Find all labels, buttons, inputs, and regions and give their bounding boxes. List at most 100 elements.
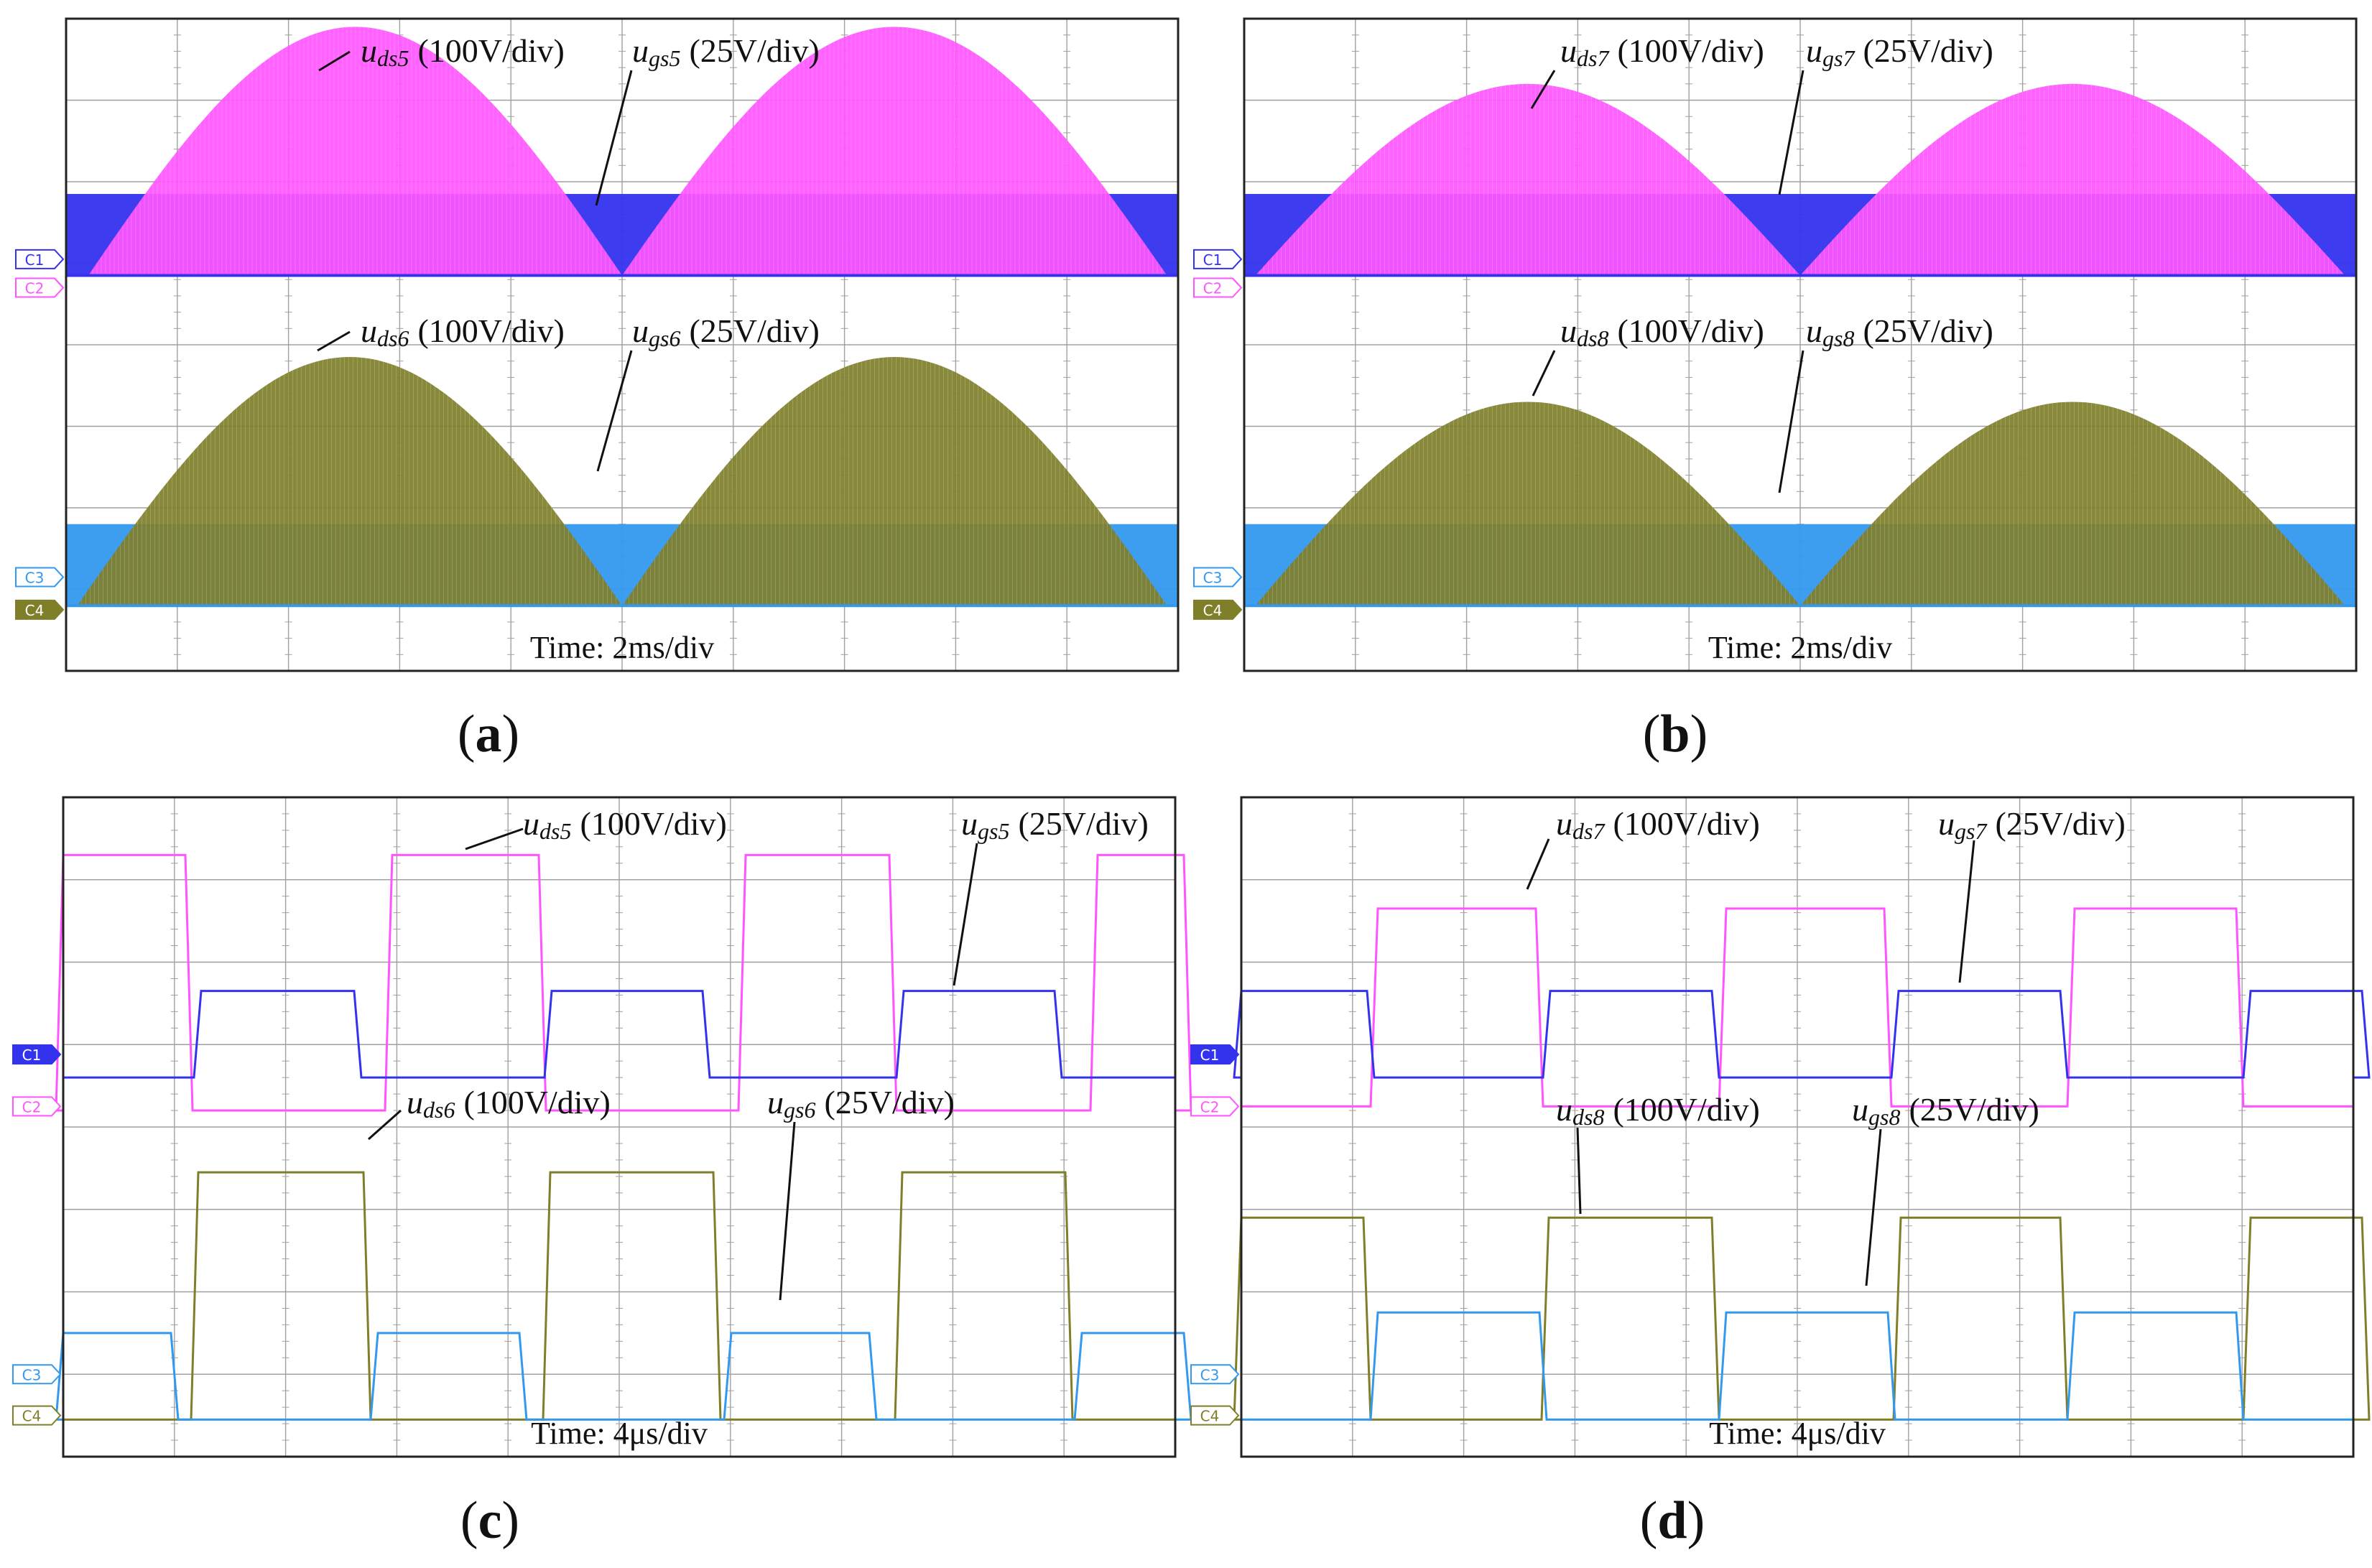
oscilloscope-panel-a: uds5 (100V/div) ugs5 (25V/div) uds6 (100V/div… (15, 17, 1180, 672)
svg-text:ugs7(25V/div): ugs7 (25V/div) (1806, 32, 1993, 71)
c4-envelope-1 (77, 357, 623, 606)
channel-tag-c4: C4 (15, 599, 65, 620)
svg-text:C1: C1 (22, 1047, 42, 1064)
c4-envelope-2 (622, 357, 1167, 606)
label-ds5-leader (318, 50, 351, 72)
svg-text:uds7(100V/div): uds7 (100V/div) (1560, 32, 1764, 71)
c4-pulse-trace (63, 1171, 1175, 1421)
label-ds6: uds6 (100V/div) (361, 312, 565, 351)
c1-pulse-trace (63, 990, 1175, 1079)
channel-tag-c1: C1 (15, 249, 65, 269)
channel-tag-c2: C2 (1193, 277, 1243, 298)
svg-text:ugs6(25V/div): ugs6 (25V/div) (632, 312, 820, 351)
svg-text:ugs8(25V/div): ugs8 (25V/div) (1852, 1091, 2039, 1130)
c2-envelope-1 (1255, 83, 1800, 276)
channel-tag-c4: C4 (1193, 599, 1243, 620)
label-ds5-leader (465, 827, 524, 850)
c2-envelope-2 (1800, 83, 2345, 276)
svg-text:ugs6(25V/div): ugs6 (25V/div) (767, 1084, 955, 1123)
label-gs5: ugs5 (25V/div) (632, 32, 820, 71)
svg-text:C3: C3 (1203, 569, 1223, 586)
c4-envelope-1 (1255, 402, 1800, 606)
svg-text:uds8(100V/div): uds8 (100V/div) (1556, 1091, 1760, 1130)
label-ds7: uds7 (100V/div) (1560, 32, 1764, 71)
channel-tag-c2: C2 (1190, 1096, 1240, 1117)
svg-text:C3: C3 (1200, 1366, 1220, 1383)
label-gs8-leader (1865, 1128, 1882, 1286)
c4-pulse-trace (1233, 1216, 2371, 1421)
grid-d (1241, 797, 2353, 1457)
label-gs7: ugs7 (25V/div) (1806, 32, 1993, 71)
label-gs5-leader (595, 70, 633, 206)
time-base-label: Time: 4μs/div (531, 1416, 708, 1451)
c3-pulse-trace (55, 1332, 1192, 1421)
channel-tag-c4: C4 (1190, 1405, 1240, 1426)
c2-pwm-texture (92, 27, 1167, 276)
svg-text:C3: C3 (22, 1366, 42, 1383)
channel-tag-c2: C2 (15, 277, 65, 298)
label-ds7: uds7 (100V/div) (1556, 805, 1760, 844)
svg-text:C2: C2 (1200, 1098, 1220, 1115)
channel-tag-c3: C3 (12, 1364, 62, 1385)
label-ds7-leader (1530, 70, 1556, 109)
label-gs7-leader (1778, 70, 1805, 195)
label-gs8-leader (1778, 350, 1805, 493)
svg-text:C4: C4 (1200, 1408, 1220, 1425)
label-gs6: ugs6 (25V/div) (767, 1084, 955, 1123)
label-ds6-leader (317, 330, 351, 352)
c2-pwm-texture (1259, 83, 2342, 276)
c2-pulse-trace (55, 853, 1192, 1112)
label-ds6-leader (368, 1109, 402, 1141)
panel-label-b: (b) (1642, 705, 1708, 764)
label-gs5: ugs5 (25V/div) (961, 805, 1149, 844)
label-ds5: uds5 (100V/div) (361, 32, 565, 71)
oscilloscope-panel-b: uds7 (100V/div) ugs7 (25V/div) uds8 (100V/div… (1193, 17, 2358, 672)
channel-tag-c1: C1 (12, 1044, 62, 1065)
label-gs7: ugs7 (25V/div) (1938, 805, 2126, 844)
c4-envelope-2 (1800, 402, 2345, 606)
label-gs6-leader (779, 1121, 796, 1301)
svg-text:ugs5(25V/div): ugs5 (25V/div) (961, 805, 1149, 844)
svg-text:C1: C1 (25, 251, 45, 269)
label-gs6-leader (596, 350, 633, 472)
svg-text:C1: C1 (1200, 1047, 1220, 1064)
c2-pulse-trace (1241, 907, 2353, 1108)
oscilloscope-panel-d: uds7 (100V/div) ugs7 (25V/div) uds8 (100V/div… (1190, 796, 2371, 1458)
label-ds8-leader (1532, 350, 1556, 396)
svg-text:C3: C3 (25, 569, 45, 586)
channel-tag-c4: C4 (12, 1405, 62, 1426)
svg-text:C2: C2 (25, 280, 45, 297)
label-gs8: ugs8 (25V/div) (1806, 312, 1993, 351)
label-gs5-leader (953, 843, 978, 986)
channel-tag-c3: C3 (1193, 567, 1243, 588)
channel-tag-c2: C2 (12, 1096, 62, 1117)
c4-pwm-texture (1259, 402, 2342, 606)
svg-text:ugs8(25V/div): ugs8 (25V/div) (1806, 312, 1993, 351)
screen-border (1243, 17, 2358, 672)
channel-tag-c1: C1 (1193, 249, 1243, 269)
svg-text:C4: C4 (25, 602, 45, 619)
label-gs6: ugs6 (25V/div) (632, 312, 820, 351)
channel-tag-c3: C3 (1190, 1364, 1240, 1385)
time-base-label: Time: 2ms/div (530, 630, 714, 665)
panel-label-c: (c) (460, 1491, 520, 1550)
c4-pwm-texture (80, 357, 1164, 606)
c2-envelope-1 (88, 27, 622, 276)
label-ds8: uds8 (100V/div) (1556, 1091, 1760, 1130)
time-base-label: Time: 2ms/div (1708, 630, 1892, 665)
svg-text:ugs7(25V/div): ugs7 (25V/div) (1938, 805, 2126, 844)
panel-label-a: (a) (457, 705, 520, 764)
label-ds5: uds5 (100V/div) (523, 805, 727, 844)
svg-text:C2: C2 (1203, 280, 1223, 297)
label-gs7-leader (1958, 840, 1975, 983)
svg-text:uds8(100V/div): uds8 (100V/div) (1560, 312, 1764, 351)
label-ds7-leader (1526, 838, 1550, 890)
svg-text:C2: C2 (22, 1098, 42, 1115)
panel-label-d: (d) (1639, 1491, 1705, 1550)
svg-text:uds5(100V/div): uds5 (100V/div) (361, 32, 565, 71)
c2-envelope-2 (622, 27, 1167, 276)
label-ds8: uds8 (100V/div) (1560, 312, 1764, 351)
svg-text:C4: C4 (1203, 602, 1223, 619)
svg-text:uds5(100V/div): uds5 (100V/div) (523, 805, 727, 844)
